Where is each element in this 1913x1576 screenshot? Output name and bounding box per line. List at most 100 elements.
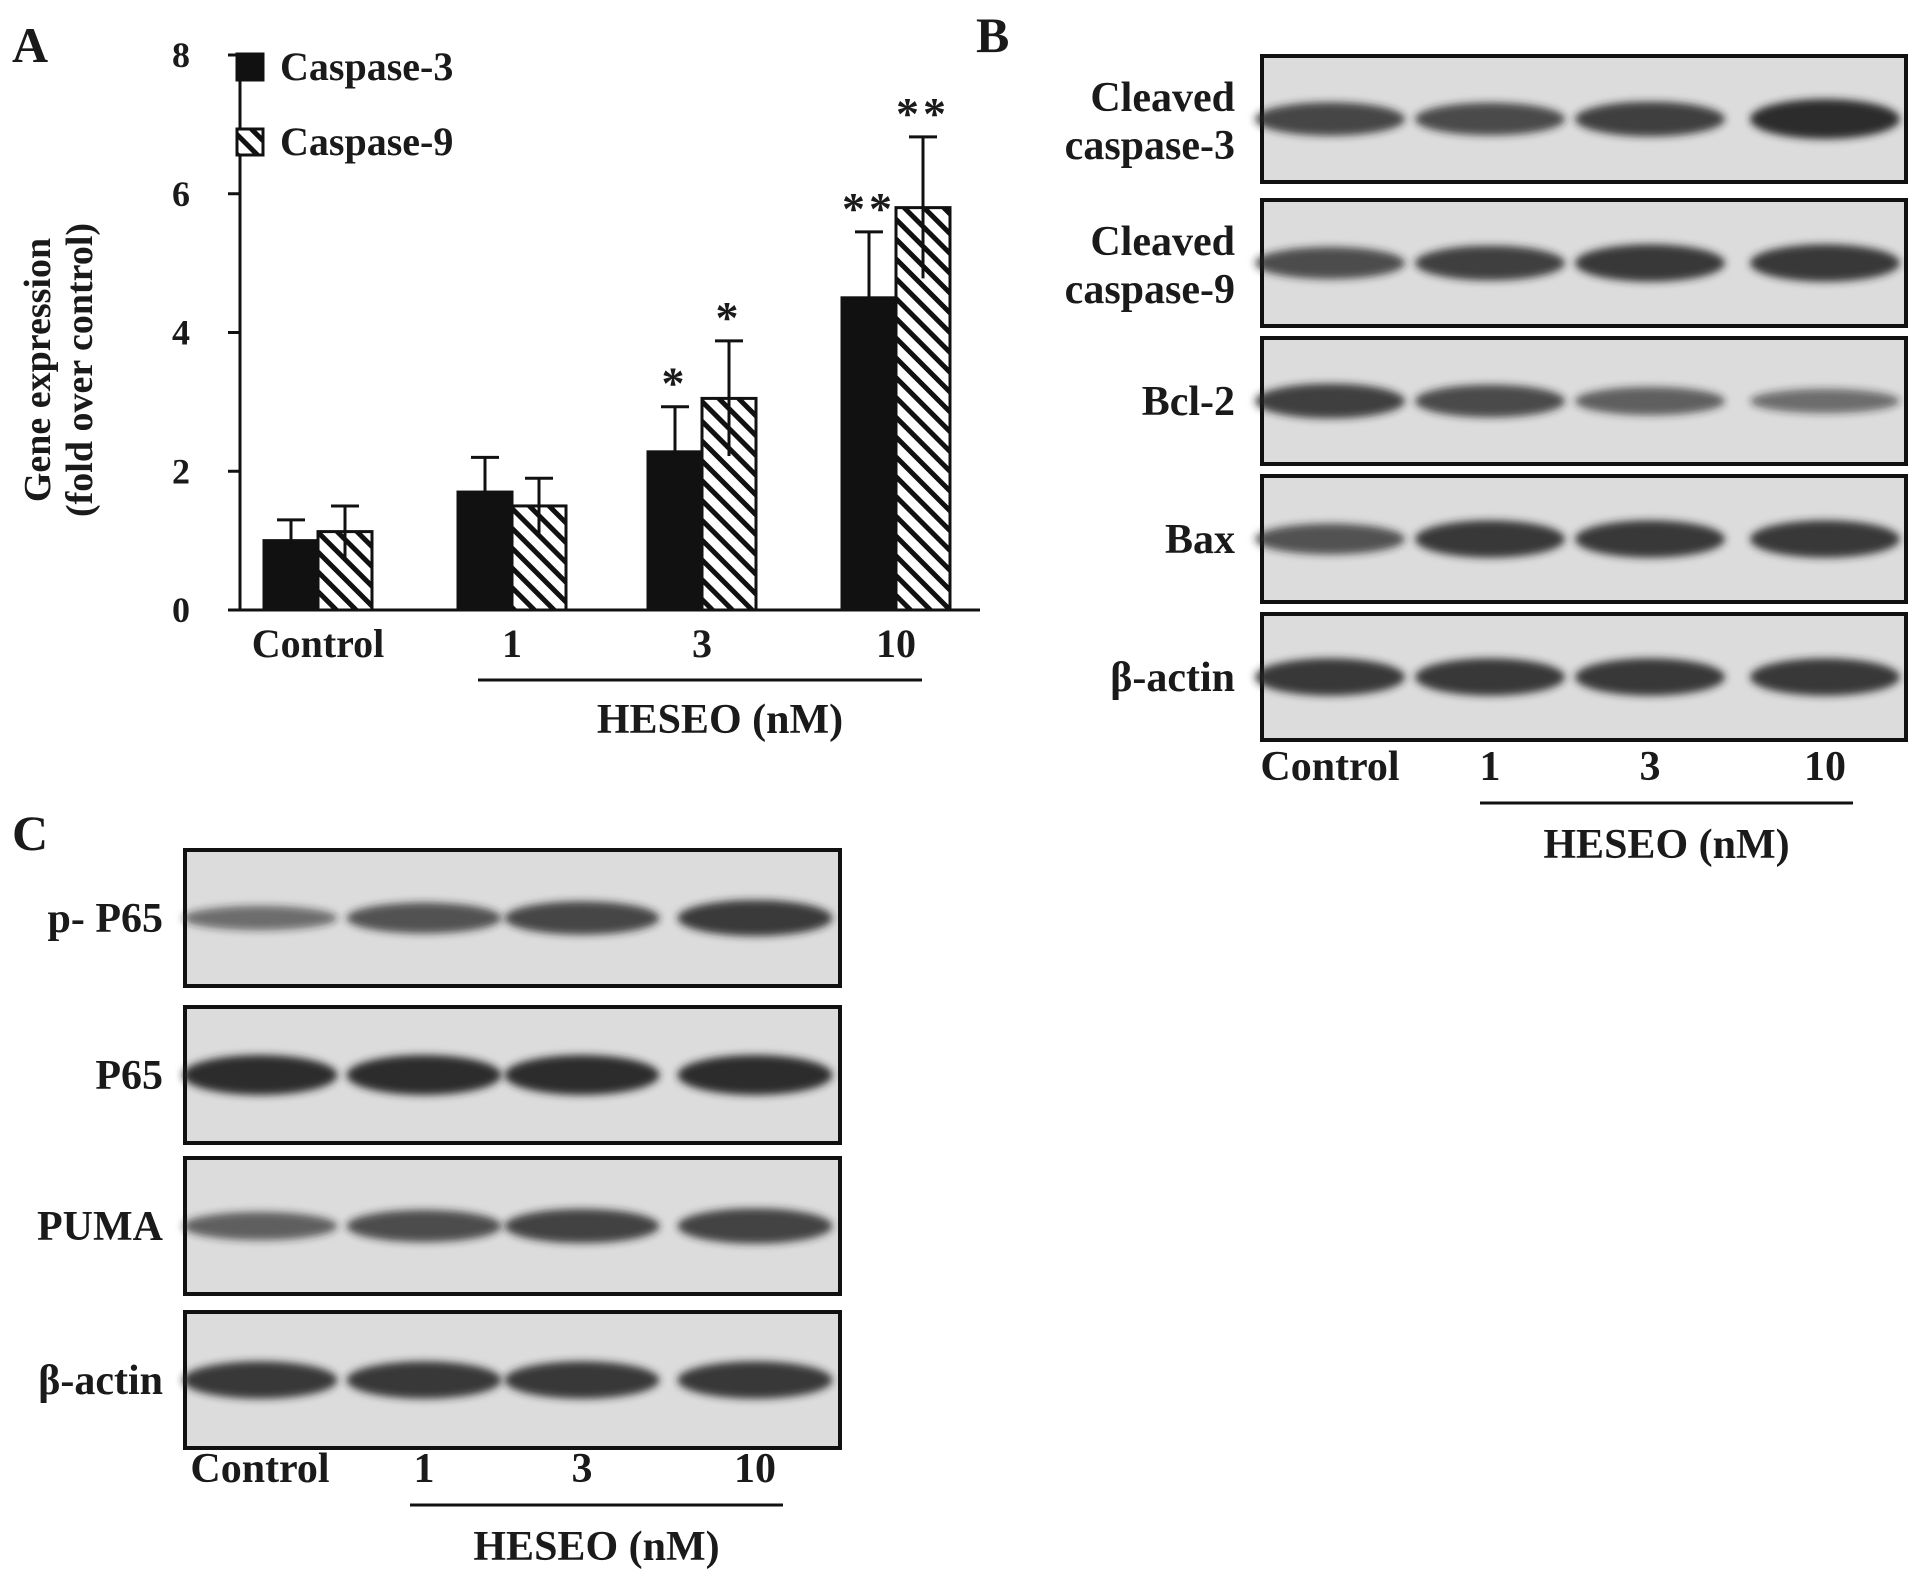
blot-row-label: β-actin xyxy=(38,1358,163,1404)
panel-a-letter: A xyxy=(12,17,48,73)
blot-band xyxy=(346,902,502,934)
legend-label-caspase-3: Caspase-3 xyxy=(280,44,453,89)
blot-row-label: β-actin xyxy=(1110,655,1235,701)
panel-b-letter: B xyxy=(976,7,1009,63)
y-axis-label-line: (fold over control) xyxy=(59,223,101,517)
blot-band xyxy=(504,901,660,935)
y-tick-label: 8 xyxy=(172,35,190,75)
blot-band xyxy=(1750,388,1900,414)
blot-band xyxy=(1415,658,1565,696)
blot-band xyxy=(1750,244,1900,282)
blot-row-label-line: Cleaved xyxy=(1090,75,1235,121)
blot-band xyxy=(1415,384,1565,418)
blot-band xyxy=(504,1208,660,1244)
panel-c-letter: C xyxy=(12,805,48,861)
x-tick-label: 1 xyxy=(502,621,522,666)
lane-label: 10 xyxy=(1804,744,1846,790)
blot-band xyxy=(1575,520,1725,558)
blot-band xyxy=(182,1211,338,1241)
blot-row-label: P65 xyxy=(95,1053,163,1099)
blot-band xyxy=(1255,658,1405,696)
legend-label-caspase-9: Caspase-9 xyxy=(280,119,453,164)
chart-legend: Caspase-3 Caspase-9 xyxy=(235,44,453,164)
lane-label: 1 xyxy=(414,1446,435,1492)
blot-band xyxy=(677,1361,833,1399)
blot-band xyxy=(182,905,338,931)
blot-row-label-line: p- P65 xyxy=(48,896,164,942)
lane-label: 3 xyxy=(1640,744,1661,790)
blot-row-label-line: caspase-3 xyxy=(1065,123,1235,169)
x-tick-label: 10 xyxy=(876,621,916,666)
blot-band xyxy=(1415,245,1565,281)
lane-label: Control xyxy=(190,1446,329,1492)
blot-row-label-line: β-actin xyxy=(38,1358,163,1404)
blot-band xyxy=(1575,101,1725,137)
y-tick-label: 0 xyxy=(172,590,190,630)
blot-row-label: Bcl-2 xyxy=(1142,379,1235,425)
blot-band xyxy=(1415,520,1565,558)
group-label: HESEO (nM) xyxy=(473,1524,719,1570)
blot-band xyxy=(1255,383,1405,419)
y-axis-label-line: Gene expression xyxy=(17,238,59,502)
blot-band xyxy=(1750,99,1900,139)
significance-marker: * xyxy=(662,358,689,409)
y-tick-label: 4 xyxy=(172,313,190,353)
blot-band xyxy=(1750,658,1900,696)
blot-band xyxy=(1750,520,1900,558)
significance-marker: * xyxy=(716,292,743,343)
x-group-label: HESEO (nM) xyxy=(478,678,922,743)
blot-band xyxy=(1575,244,1725,282)
blot-row-label: Cleaved caspase-3 xyxy=(1065,75,1235,169)
blot-band xyxy=(504,1055,660,1095)
blot-band xyxy=(1255,102,1405,136)
y-axis-label: Gene expression(fold over control) xyxy=(17,223,101,517)
blot-band xyxy=(1255,246,1405,280)
x-tick-label: 3 xyxy=(692,621,712,666)
blot-band xyxy=(677,1208,833,1244)
group-label: HESEO (nM) xyxy=(1543,822,1789,868)
legend-swatch-caspase-9 xyxy=(235,127,265,157)
lane-label: Control xyxy=(1260,744,1399,790)
blot-row-label-line: Bcl-2 xyxy=(1142,379,1235,425)
chart-bars: ****** xyxy=(262,88,952,612)
blot-row-label-line: PUMA xyxy=(37,1204,164,1250)
lane-label: 1 xyxy=(1480,744,1501,790)
blot-band xyxy=(182,1055,338,1095)
blot-row-label-line: Cleaved xyxy=(1090,219,1235,265)
blot-row-label-line: Bax xyxy=(1165,517,1235,563)
panel-a-bar-chart: A Gene expression(fold over control) 0 2 4… xyxy=(12,17,980,743)
blot-band xyxy=(346,1209,502,1243)
y-tick-label: 2 xyxy=(172,451,190,491)
blot-row-label-line: caspase-9 xyxy=(1065,267,1235,313)
blot-row-label: PUMA xyxy=(37,1204,164,1250)
blot-band xyxy=(677,899,833,937)
panel-c-western-blot: C p- P65 P65 PUMA β-actin Control 1 3 10 HESEO (… xyxy=(12,805,842,1570)
significance-marker: ** xyxy=(842,183,896,234)
blot-row-label-line: β-actin xyxy=(1110,655,1235,701)
chart-axes: 0 2 4 6 8 Control 1 3 10 xyxy=(172,35,980,666)
y-axis-title: Gene expression(fold over control) xyxy=(17,223,101,517)
y-tick-label: 6 xyxy=(172,174,190,214)
lane-label: 3 xyxy=(572,1446,593,1492)
blot-row-label: p- P65 xyxy=(48,896,164,942)
blot-row-label-line: P65 xyxy=(95,1053,163,1099)
blot-band xyxy=(677,1055,833,1095)
legend-swatch-caspase-3 xyxy=(235,52,265,82)
bar-caspase-3-control xyxy=(262,539,320,612)
blot-band xyxy=(1255,523,1405,555)
blot-band xyxy=(1575,386,1725,416)
x-tick-label: Control xyxy=(252,621,385,666)
blot-band xyxy=(346,1361,502,1399)
significance-marker: ** xyxy=(896,88,950,139)
blot-band xyxy=(1415,102,1565,136)
blot-band xyxy=(182,1361,338,1399)
blot-row-label: Cleaved caspase-9 xyxy=(1065,219,1235,313)
lane-label: 10 xyxy=(734,1446,776,1492)
blot-band xyxy=(346,1055,502,1095)
blot-row-label: Bax xyxy=(1165,517,1235,563)
blot-band xyxy=(504,1361,660,1399)
blot-band xyxy=(1575,658,1725,696)
group-label: HESEO (nM) xyxy=(597,697,843,743)
